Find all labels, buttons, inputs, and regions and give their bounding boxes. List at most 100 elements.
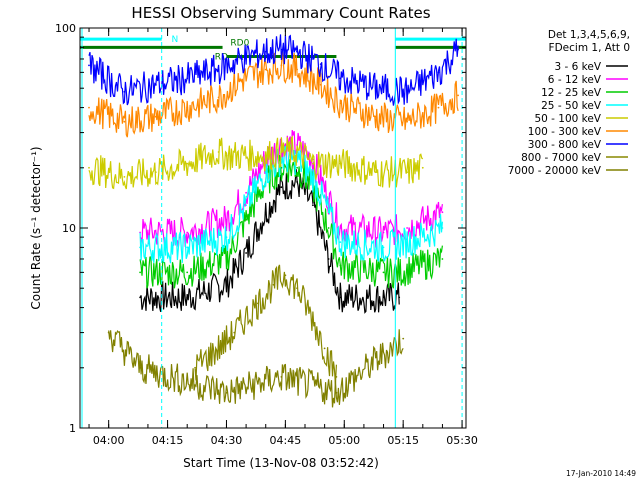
series-point-7-3	[257, 302, 259, 305]
x-tick-label-6: 05:30	[446, 434, 478, 447]
x-tick-label-3: 04:45	[270, 434, 302, 447]
series-point-1-1	[186, 231, 189, 234]
series-point-5-2	[154, 115, 157, 118]
series-point-0-6	[296, 181, 298, 183]
series-point-2-6	[296, 166, 298, 169]
series-point-4-4	[217, 151, 220, 153]
series-point-8-0	[107, 331, 110, 334]
series-line-2	[139, 155, 443, 289]
series-point-2-3	[245, 218, 248, 221]
series-point-6-11	[374, 87, 377, 90]
series-point-4-7	[280, 151, 283, 153]
series-point-4-0	[88, 166, 90, 169]
legend-label-5: 100 - 300 keV	[528, 126, 602, 138]
series-point-3-7	[312, 176, 314, 178]
series-point-3-10	[382, 246, 385, 249]
series-point-2-5	[280, 166, 283, 169]
series-point-5-3	[186, 106, 189, 109]
series-point-6-8	[296, 50, 298, 53]
series-point-2-2	[225, 258, 228, 260]
series-point-6-4	[217, 68, 220, 71]
series-point-2-8	[327, 227, 330, 229]
series-point-4-13	[421, 166, 424, 169]
series-point-7-7	[312, 318, 314, 321]
series-point-7-6	[296, 287, 298, 290]
series-point-6-10	[339, 77, 342, 80]
series-point-1-9	[339, 227, 342, 229]
series-point-5-5	[241, 79, 244, 81]
series-point-5-12	[406, 120, 408, 123]
series-point-7-8	[323, 347, 326, 350]
series-line-6	[88, 34, 459, 106]
series-point-1-11	[406, 227, 408, 229]
series-line-4	[88, 135, 424, 190]
series-point-6-9	[319, 63, 322, 65]
series-point-4-10	[339, 162, 342, 165]
series-point-6-2	[154, 83, 157, 86]
x-tick-label-4: 05:00	[328, 434, 360, 447]
series-point-8-1	[139, 366, 142, 369]
series-point-0-7	[312, 204, 314, 207]
series-point-0-1	[186, 296, 189, 299]
series-point-3-3	[245, 204, 248, 207]
series-point-7-9	[335, 376, 338, 378]
x-tick-label-1: 04:15	[152, 434, 184, 447]
y-tick-label-0: 1	[69, 422, 76, 435]
series-point-6-3	[186, 77, 189, 80]
x-tick-label-2: 04:30	[211, 434, 243, 447]
x-axis-label: Start Time (13-Nov-08 03:52:42)	[183, 456, 379, 470]
series-point-5-8	[296, 68, 298, 71]
legend-label-6: 300 - 800 keV	[528, 139, 602, 151]
series-point-5-0	[88, 106, 90, 109]
series-point-4-11	[374, 171, 377, 174]
y-tick-label-1: 10	[62, 222, 76, 235]
series-point-3-0	[139, 246, 142, 249]
series-line-3	[139, 144, 443, 264]
series-point-4-12	[406, 171, 408, 174]
series-point-3-12	[441, 227, 444, 229]
y-axis-label: Count Rate (s⁻¹ detector⁻¹)	[29, 146, 43, 309]
series-point-5-9	[319, 83, 322, 86]
flag-label-rd0: RD0	[230, 38, 249, 48]
series-point-0-5	[280, 186, 283, 189]
x-tick-label-5: 05:15	[387, 434, 419, 447]
series-point-5-1	[123, 120, 126, 123]
series-point-7-4	[272, 283, 275, 286]
series-point-6-12	[406, 90, 408, 93]
series-point-7-2	[233, 331, 236, 334]
series-point-0-10	[382, 296, 385, 299]
series-point-6-5	[241, 58, 244, 60]
series-point-4-2	[154, 171, 157, 174]
flag-label-rd: RD	[215, 53, 228, 63]
timestamp-label: 17-Jan-2010 14:49	[566, 469, 636, 478]
series-point-8-2	[225, 391, 228, 394]
series-point-6-0	[88, 64, 90, 67]
series-point-6-14	[457, 48, 459, 51]
x-tick-label-0: 04:00	[93, 434, 125, 447]
series-point-7-5	[284, 274, 287, 277]
series-point-8-5	[402, 337, 405, 340]
series-point-0-9	[339, 296, 342, 299]
legend-label-3: 25 - 50 keV	[541, 100, 602, 112]
series-point-4-8	[296, 151, 298, 153]
series-point-8-3	[280, 376, 283, 378]
series-point-7-0	[194, 366, 197, 369]
series-point-4-6	[264, 154, 267, 157]
series-point-2-9	[339, 264, 342, 267]
legend-label-1: 6 - 12 keV	[548, 74, 602, 86]
series-point-5-6	[264, 68, 267, 71]
series-point-4-3	[186, 162, 189, 165]
flag-label-n: N	[171, 35, 178, 45]
chart-title: HESSI Observing Summary Count Rates	[131, 4, 430, 22]
series-point-3-8	[327, 211, 330, 214]
legend-label-0: 3 - 6 keV	[554, 61, 601, 73]
series-point-5-10	[339, 102, 342, 105]
series-point-5-14	[457, 94, 459, 97]
series-point-1-6	[296, 144, 298, 146]
legend-label-2: 12 - 25 keV	[541, 87, 602, 99]
series-point-7-1	[217, 347, 220, 350]
series-point-0-2	[225, 283, 228, 286]
legend-header-0: Det 1,3,4,5,6,9,	[548, 29, 630, 41]
